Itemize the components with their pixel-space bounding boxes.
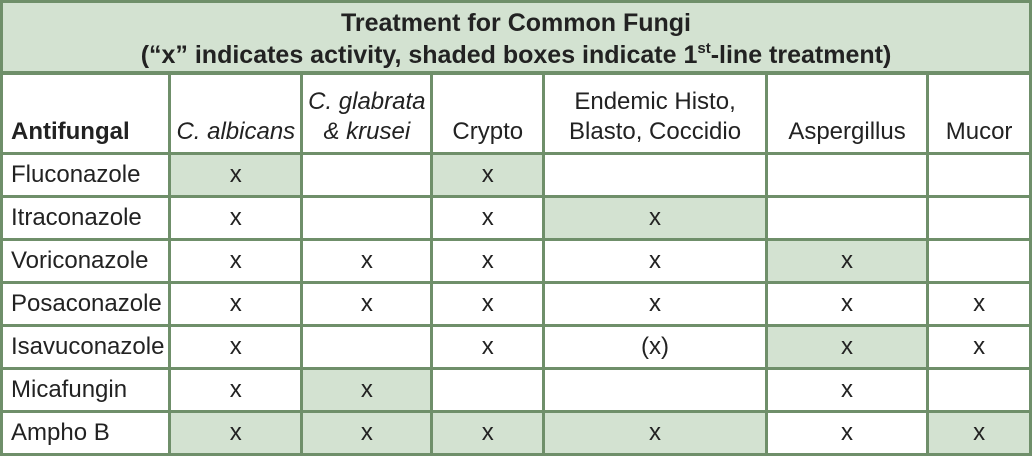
activity-cell xyxy=(929,370,1029,410)
activity-cell xyxy=(929,241,1029,281)
activity-cell: x xyxy=(303,284,431,324)
column-header-line: C. albicans xyxy=(176,118,296,145)
title-line-2-superscript: st xyxy=(697,39,711,57)
activity-cell: x xyxy=(767,413,927,453)
title-line-2-suffix: -line treatment) xyxy=(710,41,892,69)
activity-cell xyxy=(433,370,543,410)
activity-cell: x xyxy=(929,413,1029,453)
activity-cell xyxy=(303,198,431,238)
title-line-1: Treatment for Common Fungi xyxy=(341,9,691,37)
table-row: Voriconazole x x x x x xyxy=(3,241,1029,281)
table-row: Itraconazole x x x xyxy=(3,198,1029,238)
drug-name-cell: Voriconazole xyxy=(3,241,169,281)
antifungal-table: Antifungal C. albicans C. glabrata & krusei… xyxy=(0,72,1032,456)
activity-cell: x xyxy=(171,284,301,324)
activity-cell xyxy=(303,327,431,367)
column-header-4: Endemic Histo, Blasto, Coccidio xyxy=(545,75,765,152)
activity-cell xyxy=(545,370,765,410)
activity-cell: x xyxy=(929,284,1029,324)
drug-name-cell: Micafungin xyxy=(3,370,169,410)
table-body: Fluconazole x x Itraconazole x x x Voriconazole… xyxy=(3,155,1029,453)
column-header-line: Endemic Histo, xyxy=(574,88,736,115)
activity-cell: x xyxy=(433,413,543,453)
activity-cell xyxy=(929,155,1029,195)
drug-name-cell: Ampho B xyxy=(3,413,169,453)
activity-cell: x xyxy=(171,155,301,195)
title-line-2: (“x” indicates activity, shaded boxes in… xyxy=(3,39,1029,71)
activity-cell: x xyxy=(433,198,543,238)
activity-cell xyxy=(767,198,927,238)
column-header-5: Aspergillus xyxy=(767,75,927,152)
activity-cell: x xyxy=(171,198,301,238)
activity-cell: x xyxy=(303,370,431,410)
activity-cell: x xyxy=(433,155,543,195)
column-header-line: & krusei xyxy=(323,118,411,145)
activity-cell xyxy=(929,198,1029,238)
activity-cell: (x) xyxy=(545,327,765,367)
activity-cell: x xyxy=(171,327,301,367)
activity-cell xyxy=(303,155,431,195)
activity-cell: x xyxy=(545,284,765,324)
drug-name-cell: Fluconazole xyxy=(3,155,169,195)
activity-cell: x xyxy=(433,241,543,281)
drug-name-cell: Posaconazole xyxy=(3,284,169,324)
column-header-antifungal: Antifungal xyxy=(3,75,169,152)
activity-cell: x xyxy=(171,241,301,281)
activity-cell: x xyxy=(545,198,765,238)
column-header-6: Mucor xyxy=(929,75,1029,152)
activity-cell: x xyxy=(767,241,927,281)
column-header-line: Mucor xyxy=(945,118,1013,145)
column-header-line: C. glabrata xyxy=(308,88,426,115)
column-header-2: C. glabrata & krusei xyxy=(303,75,431,152)
activity-cell xyxy=(545,155,765,195)
activity-cell: x xyxy=(303,241,431,281)
table-row: Fluconazole x x xyxy=(3,155,1029,195)
table-row: Isavuconazole x x (x) x x xyxy=(3,327,1029,367)
activity-cell: x xyxy=(767,284,927,324)
table-row: Micafungin x x x xyxy=(3,370,1029,410)
activity-cell: x xyxy=(545,413,765,453)
column-header-1: C. albicans xyxy=(171,75,301,152)
activity-cell: x xyxy=(545,241,765,281)
column-header-line: Aspergillus xyxy=(788,118,906,145)
activity-cell: x xyxy=(303,413,431,453)
activity-cell xyxy=(767,155,927,195)
activity-cell: x xyxy=(929,327,1029,367)
column-header-line: Blasto, Coccidio xyxy=(569,118,742,145)
column-header-line: Crypto xyxy=(452,118,524,145)
activity-cell: x xyxy=(171,413,301,453)
header-row: Antifungal C. albicans C. glabrata & krusei… xyxy=(3,75,1029,152)
activity-cell: x xyxy=(433,284,543,324)
drug-name-cell: Isavuconazole xyxy=(3,327,169,367)
column-header-3: Crypto xyxy=(433,75,543,152)
activity-cell: x xyxy=(171,370,301,410)
drug-name-cell: Itraconazole xyxy=(3,198,169,238)
activity-cell: x xyxy=(767,370,927,410)
activity-cell: x xyxy=(767,327,927,367)
table-title: Treatment for Common Fungi (“x” indicate… xyxy=(3,3,1029,75)
column-header-line: Antifungal xyxy=(11,118,130,145)
table-row: Posaconazole x x x x x x xyxy=(3,284,1029,324)
title-line-2-text: (“x” indicates activity, shaded boxes in… xyxy=(140,41,698,69)
activity-cell: x xyxy=(433,327,543,367)
